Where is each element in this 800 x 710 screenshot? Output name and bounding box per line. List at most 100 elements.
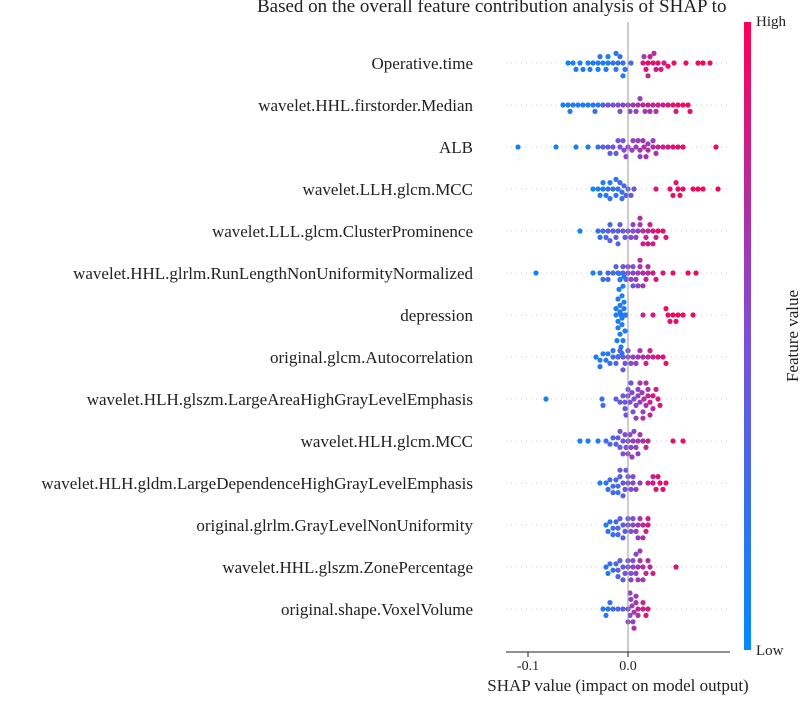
shap-point xyxy=(577,60,583,66)
shap-point xyxy=(620,338,626,344)
shap-point xyxy=(630,138,636,144)
shap-point xyxy=(633,528,639,535)
shap-point xyxy=(597,364,603,370)
shap-point xyxy=(640,600,646,606)
shap-point xyxy=(629,147,635,153)
shap-point xyxy=(607,561,613,567)
shap-point xyxy=(631,396,637,402)
shap-point xyxy=(643,402,649,408)
shap-point xyxy=(595,228,601,234)
shap-point xyxy=(617,516,623,522)
shap-point xyxy=(597,270,603,276)
shap-point xyxy=(622,66,628,72)
feature-label: original.glcm.Autocorrelation xyxy=(270,348,473,367)
shap-point xyxy=(645,141,651,147)
shap-point xyxy=(660,354,666,360)
shap-point xyxy=(628,360,634,366)
shap-point xyxy=(614,338,620,344)
shap-point xyxy=(653,276,659,282)
shap-point xyxy=(621,183,627,189)
shap-point xyxy=(607,238,613,244)
shap-point xyxy=(623,467,629,473)
shap-point xyxy=(631,609,637,615)
shap-point xyxy=(650,354,656,360)
shap-point xyxy=(647,412,653,418)
shap-point xyxy=(605,144,611,150)
shap-point xyxy=(607,441,613,447)
shap-point xyxy=(650,480,656,486)
feature-label: wavelet.HLH.glcm.MCC xyxy=(301,432,473,451)
shap-point xyxy=(633,444,639,450)
shap-point xyxy=(643,360,649,366)
shap-point xyxy=(637,215,643,221)
shap-point xyxy=(620,60,626,66)
shap-point xyxy=(665,63,671,69)
shap-point xyxy=(670,270,676,276)
shap-point xyxy=(677,192,683,198)
shap-point xyxy=(617,222,623,228)
shap-point xyxy=(543,396,549,402)
shap-point xyxy=(658,66,664,72)
shap-point xyxy=(633,415,639,421)
shap-point xyxy=(603,234,609,240)
shap-point xyxy=(685,102,691,108)
shap-point xyxy=(635,535,641,541)
shap-point xyxy=(590,60,596,66)
shap-point xyxy=(670,102,676,108)
shap-point xyxy=(603,564,609,570)
shap-point xyxy=(616,286,622,292)
shap-point xyxy=(613,360,619,366)
shap-point xyxy=(623,412,629,418)
shap-point xyxy=(633,144,639,150)
shap-point xyxy=(630,474,636,480)
shap-point xyxy=(645,228,651,234)
shap-point xyxy=(607,150,613,156)
shap-point xyxy=(629,603,635,609)
shap-point xyxy=(650,312,656,318)
shap-point xyxy=(650,241,656,247)
shap-point xyxy=(597,54,603,60)
shap-point xyxy=(633,486,639,492)
shap-point xyxy=(570,102,576,108)
shap-point xyxy=(615,354,621,360)
x-tick-label: 0.0 xyxy=(619,659,637,674)
shap-point xyxy=(661,60,667,66)
shap-point xyxy=(673,108,679,114)
shap-point xyxy=(685,270,691,276)
shap-point xyxy=(647,399,653,405)
shap-point xyxy=(637,147,643,153)
shap-point xyxy=(605,54,611,60)
shap-point xyxy=(622,360,628,366)
shap-point xyxy=(597,357,603,363)
shap-point xyxy=(637,154,643,160)
shap-point xyxy=(637,257,643,263)
shap-point xyxy=(613,176,619,182)
shap-point xyxy=(640,577,646,583)
shap-point xyxy=(610,348,616,354)
shap-point xyxy=(630,283,636,289)
shap-point xyxy=(628,570,634,577)
shap-point xyxy=(670,312,676,318)
shap-point xyxy=(623,444,629,450)
colorbar xyxy=(744,22,751,650)
shap-point xyxy=(600,228,606,234)
shap-point xyxy=(670,192,676,198)
shap-point xyxy=(620,451,626,457)
shap-point xyxy=(630,270,636,276)
shap-point xyxy=(650,406,656,412)
shap-point xyxy=(630,222,636,228)
shap-point xyxy=(635,283,641,289)
shap-point xyxy=(673,180,679,186)
shap-point xyxy=(675,312,681,318)
shap-point xyxy=(619,312,625,318)
shap-point xyxy=(600,276,606,282)
shap-point xyxy=(635,393,641,399)
shap-point xyxy=(630,354,636,360)
shap-point xyxy=(650,60,656,66)
shap-point xyxy=(605,351,611,357)
shap-point xyxy=(645,102,651,108)
shap-point xyxy=(615,525,621,531)
shap-point xyxy=(675,102,681,108)
shap-point xyxy=(660,486,666,492)
shap-point xyxy=(640,438,646,444)
